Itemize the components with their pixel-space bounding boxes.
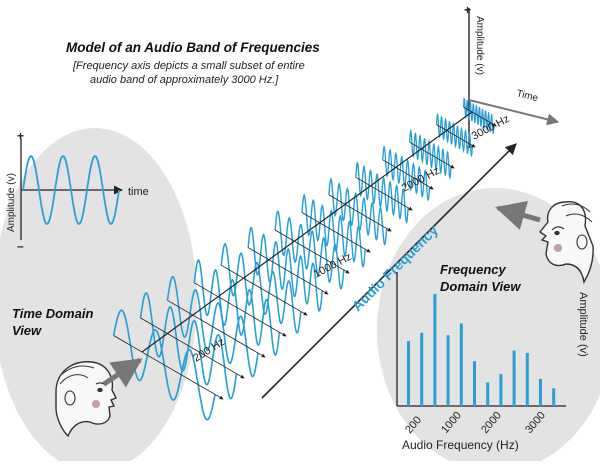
fd-bar [446,335,450,406]
td-amplitude-label: Amplitude (v) [6,173,17,232]
wave-time-axis [167,299,266,358]
time-domain-plot: + – Amplitude (v) time [6,129,149,253]
time-domain-title-1: Time Domain [12,306,93,321]
time-domain-title-2: View [12,323,42,338]
fd-bar [473,361,476,406]
diagram-title: Model of an Audio Band of Frequencies [66,40,320,55]
wave-time-axis [140,317,245,379]
wave-time-axis [463,106,497,127]
td-time-label: time [128,186,149,198]
observer-right-arrow [495,200,541,230]
observer-face-right [538,201,594,284]
wave-time-axis [113,335,224,400]
wave-time-axis [274,229,350,274]
corner-plus-sign: + [464,3,471,17]
observer-left-arrow [102,357,143,388]
time-domain-wave [22,154,120,226]
frequency-axis-line [141,111,473,353]
wave-time-axis [382,159,434,190]
frequency-domain-bubble [377,188,600,466]
fd-bar [486,382,490,406]
wave-time-axis [409,141,455,169]
wave-time-axis [355,176,413,211]
fd-bar [539,378,542,406]
corner-time-label: Time [515,88,539,104]
frequency-domain-title-1: Frequency [440,262,507,277]
fd-ylabel: Amplitude (v) [577,292,589,357]
wave-time-axis [328,194,392,232]
wave-time-axis [301,212,371,253]
wave-time-axis [247,247,329,295]
fd-bar [459,323,463,406]
corner-axes: + – Amplitude (v) Time [464,3,560,153]
fd-bar [420,332,424,406]
fd-bar [552,388,556,406]
time-domain-bubble [0,128,197,466]
corner-amplitude-label: Amplitude (v) [474,16,485,75]
frequency-domain-title-2: Domain View [440,279,521,294]
wave-time-axis [436,124,476,148]
fd-xlabel: Audio Frequency (Hz) [402,438,519,452]
fd-bar [433,293,437,406]
wave-time-axis [194,282,287,337]
corner-minus-sign: – [466,139,473,153]
td-minus-sign: – [17,239,24,253]
audio-frequency-arrow [261,143,517,399]
fd-bars [407,293,556,406]
fd-bar [525,352,529,406]
note-line-1: [Frequency axis depicts a small subset o… [72,60,305,72]
td-plus-sign: + [17,129,24,143]
fd-bar [512,350,516,406]
fd-bar [407,341,410,406]
fd-bar [499,374,503,406]
note-line-2: audio band of approximately 3000 Hz.] [90,74,279,86]
wave-time-axis [220,264,308,316]
observer-face-left [55,361,117,438]
wave-group [112,97,497,421]
